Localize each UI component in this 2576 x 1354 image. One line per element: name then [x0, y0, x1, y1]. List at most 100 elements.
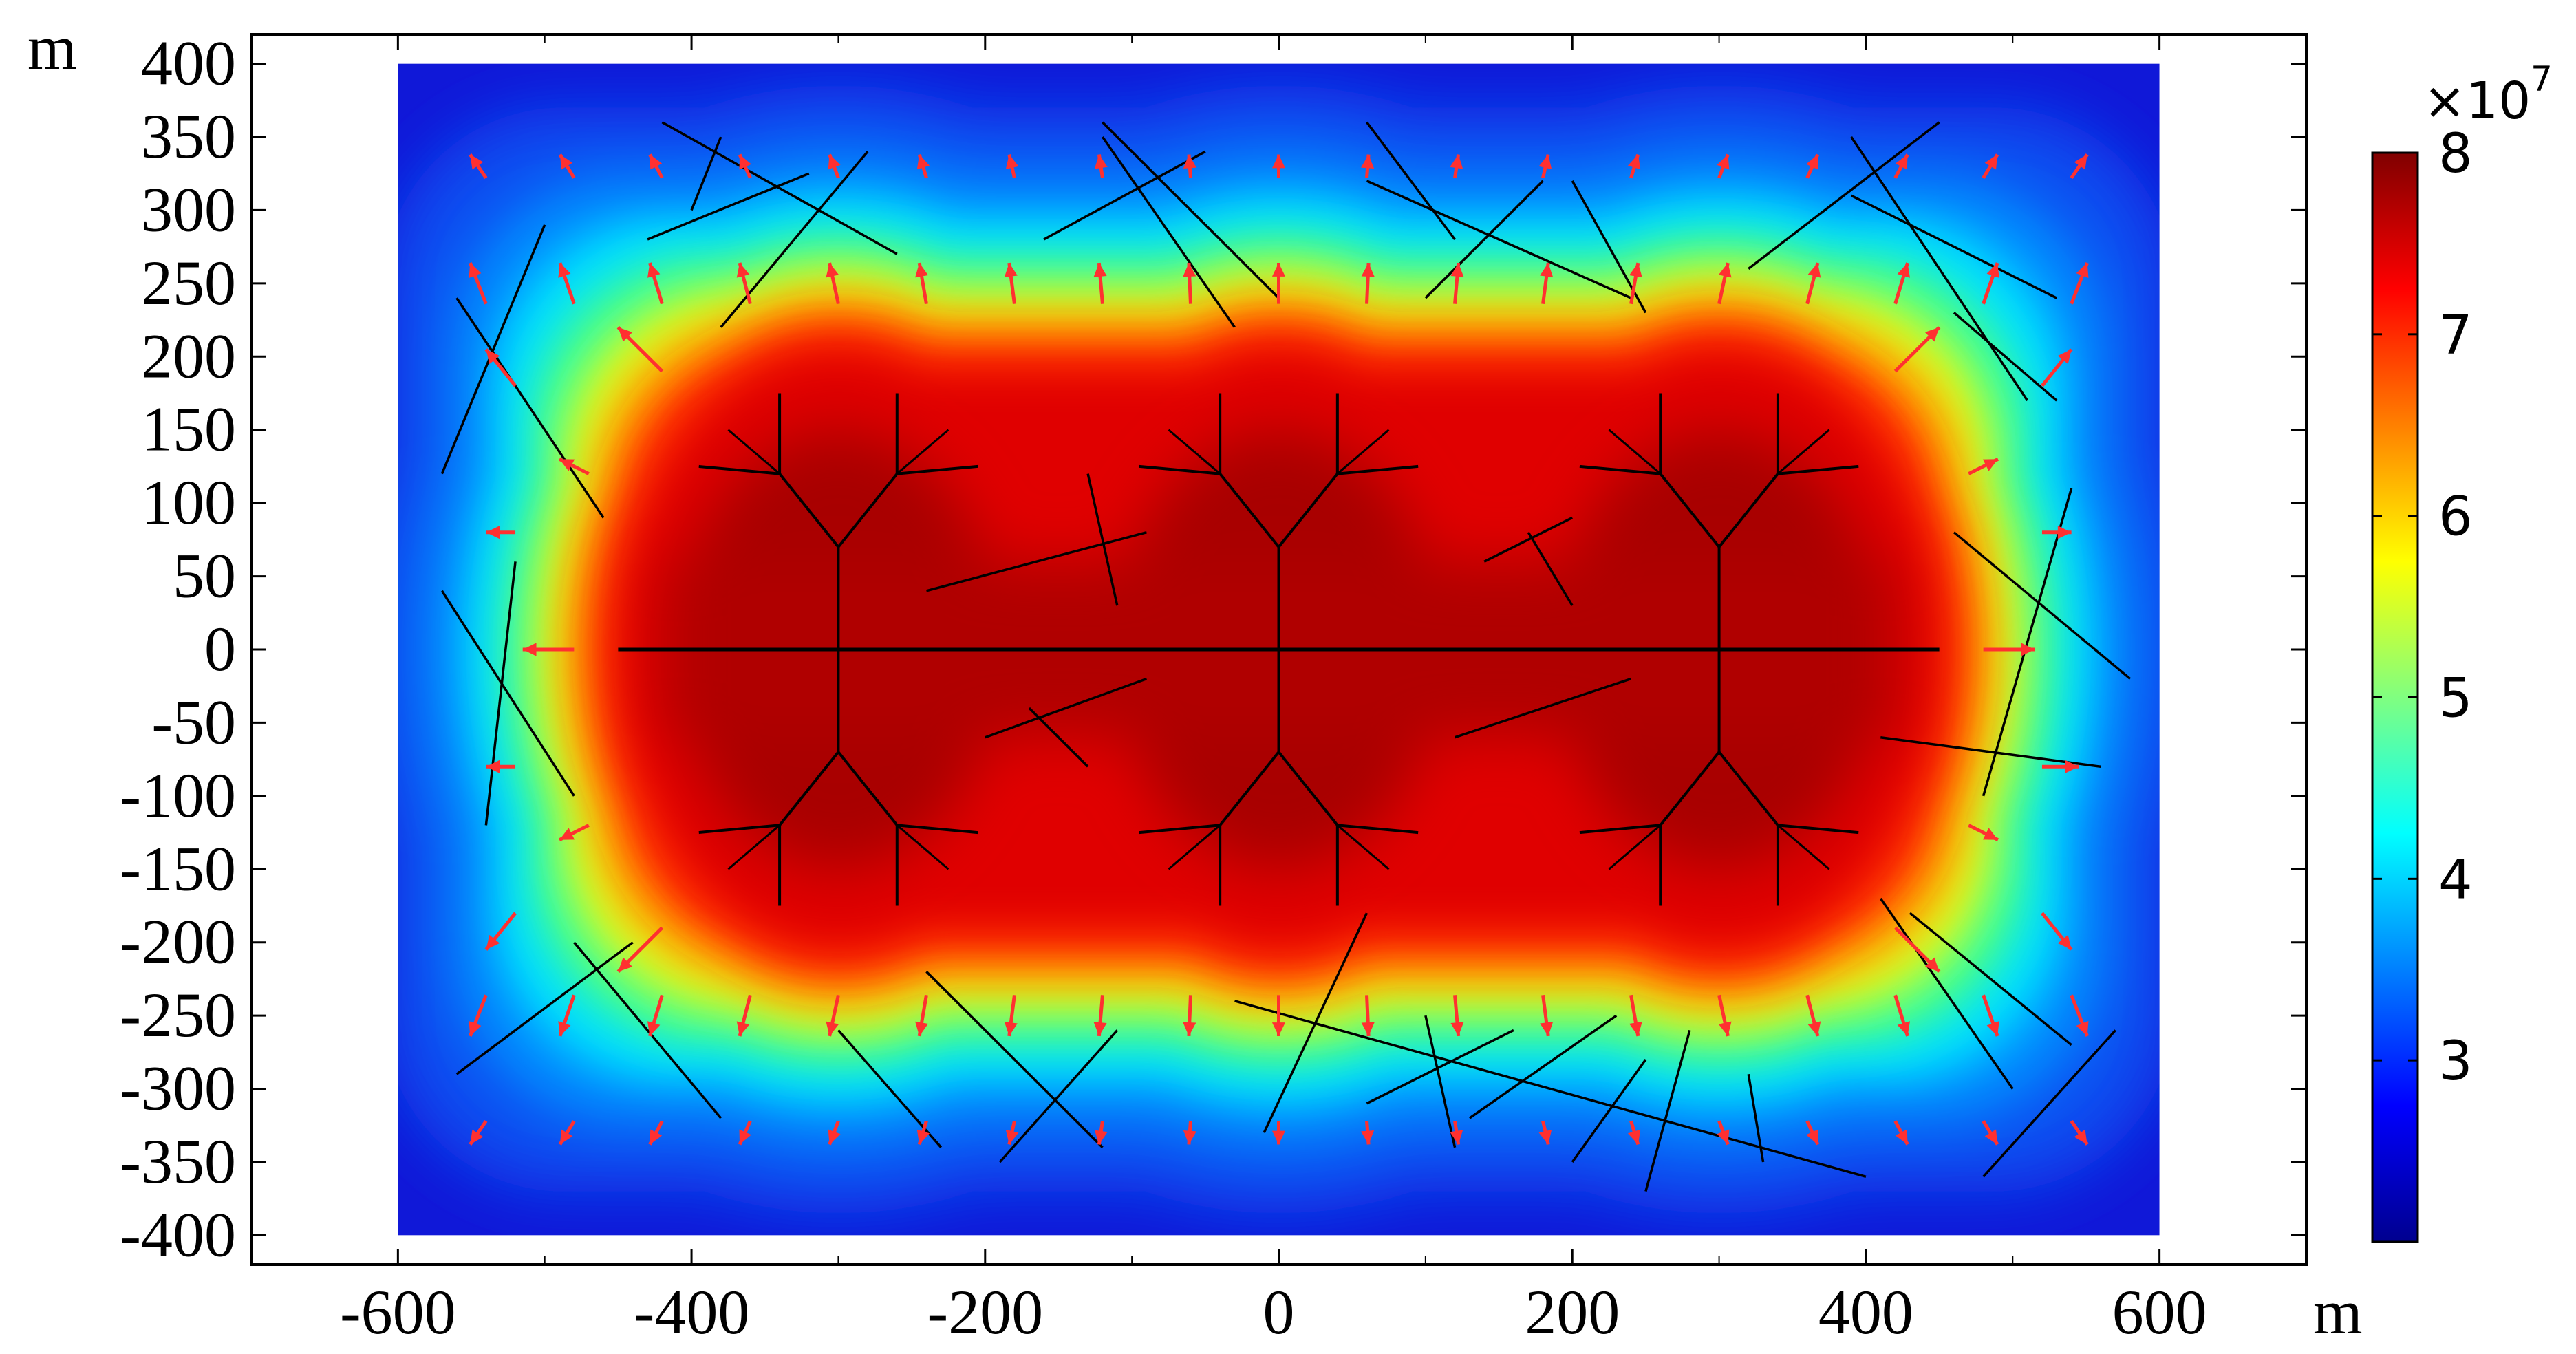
flow-arrows	[468, 153, 2090, 1146]
flow-arrow	[1540, 995, 1554, 1037]
fracture	[1139, 464, 1221, 475]
flow-arrow	[736, 262, 752, 305]
fracture	[897, 464, 978, 475]
fracture	[727, 429, 781, 475]
y-tick-label: -250	[120, 980, 236, 1050]
flow-arrow	[2070, 262, 2090, 305]
flow-arrow	[486, 760, 516, 773]
flow-arrow	[484, 348, 517, 387]
y-tick-label: 200	[141, 321, 236, 391]
y-tick-label: 250	[141, 248, 236, 318]
flow-arrow	[1968, 824, 1999, 841]
flow-arrow	[1183, 995, 1196, 1037]
flow-arrow	[1271, 995, 1286, 1036]
x-tick-label: 0	[1263, 1277, 1295, 1347]
flow-arrow	[1093, 995, 1107, 1037]
flow-arrow	[1094, 1121, 1108, 1145]
x-tick-label: -600	[340, 1277, 456, 1347]
fracture	[1880, 735, 2101, 769]
fracture	[1608, 824, 1662, 870]
flow-arrow	[1183, 154, 1196, 178]
x-tick-label: -200	[927, 1277, 1043, 1347]
fracture	[1579, 464, 1661, 475]
fracture	[897, 824, 978, 835]
flow-arrow	[1361, 154, 1375, 178]
flow-arrow	[1361, 262, 1375, 304]
y-axis: 400350300250200150100500-50-100-150-200-…	[120, 28, 2306, 1269]
flow-arrow	[2041, 912, 2073, 951]
fracture	[1718, 751, 1779, 826]
flow-arrow	[2070, 1119, 2089, 1146]
fracture	[1718, 473, 1779, 548]
x-tick-label: 400	[1818, 1277, 1913, 1347]
flow-arrow	[468, 262, 488, 305]
y-tick-label: -200	[120, 907, 236, 977]
flow-arrow	[916, 153, 930, 179]
colorbar-tick-label: 4	[2438, 849, 2473, 911]
flow-arrow	[1893, 262, 1910, 305]
flow-arrow	[1983, 643, 2035, 656]
flow-arrow	[828, 153, 841, 179]
y-tick-label: 50	[173, 541, 236, 611]
flow-arrow	[1093, 262, 1107, 304]
flow-arrow	[2041, 348, 2073, 387]
flow-arrow	[1450, 995, 1464, 1037]
y-tick-label: -400	[120, 1199, 236, 1269]
fracture	[1366, 1029, 1514, 1105]
colorbar-tick-label: 6	[2438, 486, 2473, 548]
fracture	[1219, 473, 1280, 548]
flow-arrow	[469, 153, 488, 180]
y-tick-label: -300	[120, 1053, 236, 1124]
fracture	[698, 464, 780, 475]
fracture	[1043, 150, 1206, 241]
flow-arrow	[648, 1120, 664, 1146]
fracture	[1579, 824, 1661, 835]
fracture	[837, 751, 899, 826]
fracture	[925, 531, 1147, 592]
fracture	[1483, 516, 1573, 563]
fracture	[698, 824, 780, 835]
fracture	[925, 971, 1104, 1148]
fracture	[440, 224, 546, 475]
flow-arrow	[486, 526, 516, 539]
flow-arrow	[1450, 1121, 1463, 1145]
flow-arrow	[1717, 994, 1732, 1037]
flow-arrow	[558, 1120, 576, 1146]
flow-arrow	[738, 153, 752, 179]
fracture	[1659, 751, 1721, 826]
fracture	[1337, 824, 1419, 835]
flow-arrow	[1805, 994, 1821, 1037]
flow-arrow	[1271, 1121, 1286, 1145]
flow-arrow	[1805, 153, 1820, 179]
flow-arrow	[1271, 154, 1286, 178]
fracture	[690, 136, 722, 211]
flow-arrow	[1717, 153, 1730, 179]
flow-arrow	[1004, 262, 1018, 304]
flow-arrow	[648, 153, 664, 179]
flow-arrow	[1450, 154, 1463, 178]
flow-arrow	[1450, 262, 1464, 304]
fracture	[837, 473, 899, 548]
colorbar-multiplier-exponent: 7	[2531, 59, 2553, 99]
fracture	[1644, 1029, 1691, 1192]
fracture	[1086, 473, 1119, 606]
fracture	[1777, 429, 1830, 475]
colorbar-ticks: 8 7 6 5 4 3	[2372, 123, 2473, 1093]
fracture	[1102, 136, 1236, 328]
fracture	[1982, 1029, 2116, 1178]
fracture	[1219, 751, 1280, 826]
flow-arrow	[1893, 153, 1909, 179]
flow-arrow	[558, 824, 590, 841]
flow-arrow	[1538, 153, 1552, 179]
fracture	[1850, 194, 2058, 299]
fracture	[1424, 1015, 1457, 1148]
fracture	[440, 590, 575, 797]
flow-arrow	[1717, 1120, 1730, 1146]
fracture	[661, 121, 898, 255]
y-tick-label: -100	[120, 760, 236, 830]
fracture	[998, 1029, 1119, 1163]
y-tick-label: 350	[141, 101, 236, 171]
flow-arrow	[616, 325, 664, 373]
fracture	[1982, 488, 2073, 797]
flow-arrow	[558, 153, 576, 179]
